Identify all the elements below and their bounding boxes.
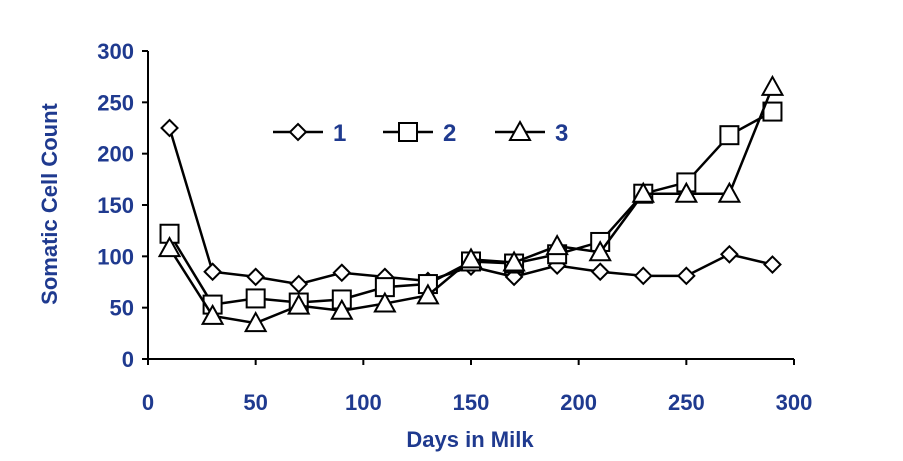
series-line-3: [168, 86, 774, 325]
series-group: [157, 74, 785, 333]
data-point: [590, 262, 610, 282]
legend: 1 2 3: [273, 119, 568, 147]
x-tick-label: 250: [668, 390, 705, 415]
data-point: [243, 311, 268, 333]
data-point: [203, 262, 223, 282]
x-tick-label: 300: [776, 390, 813, 415]
x-tick-label: 150: [453, 390, 490, 415]
legend-label: 2: [443, 120, 456, 147]
data-point: [717, 181, 742, 203]
data-point: [459, 247, 483, 269]
y-tick-label: 300: [97, 39, 134, 64]
data-point: [674, 181, 699, 203]
x-tick-label: 100: [345, 390, 382, 415]
data-point: [157, 236, 182, 258]
legend-marker: [398, 122, 418, 142]
data-point: [763, 255, 782, 274]
legend-item-2: 2: [383, 120, 456, 147]
data-point: [545, 234, 569, 256]
y-tick-label: 0: [122, 347, 134, 372]
data-point: [330, 298, 354, 320]
data-point: [289, 274, 309, 294]
data-point: [719, 244, 739, 264]
legend-item-1: 1: [273, 120, 346, 147]
y-axis-ticks: 0 50 100 150 200 250 300: [97, 39, 148, 372]
data-point: [287, 293, 311, 315]
y-tick-label: 250: [97, 90, 134, 115]
series-3: [157, 74, 785, 333]
data-point: [719, 125, 740, 146]
data-point: [332, 263, 352, 283]
data-point: [633, 266, 653, 286]
x-tick-label: 50: [243, 390, 267, 415]
legend-label: 3: [555, 120, 568, 147]
plot-area: [147, 51, 794, 360]
x-tick-label: 200: [560, 390, 597, 415]
data-point: [373, 291, 397, 313]
x-axis-ticks: 0 50 100 150 200 250 300: [142, 359, 812, 415]
data-point: [246, 267, 266, 287]
legend-marker: [288, 122, 308, 142]
data-point: [416, 283, 440, 305]
data-point: [588, 240, 612, 262]
data-point: [160, 118, 179, 138]
legend-item-3: 3: [495, 119, 568, 147]
y-tick-label: 200: [97, 142, 134, 167]
data-point: [760, 74, 785, 96]
y-axis-label: Somatic Cell Count: [37, 102, 62, 304]
data-point: [631, 181, 655, 203]
data-point: [502, 250, 526, 272]
data-point: [676, 266, 696, 286]
legend-label: 1: [333, 120, 346, 147]
y-tick-label: 150: [97, 193, 134, 218]
data-point: [200, 303, 225, 325]
data-point: [245, 288, 266, 309]
x-axis-label: Days in Milk: [406, 427, 534, 452]
legend-marker: [508, 119, 532, 141]
y-tick-label: 100: [97, 244, 134, 269]
y-tick-label: 50: [110, 296, 134, 321]
x-tick-label: 0: [142, 390, 154, 415]
